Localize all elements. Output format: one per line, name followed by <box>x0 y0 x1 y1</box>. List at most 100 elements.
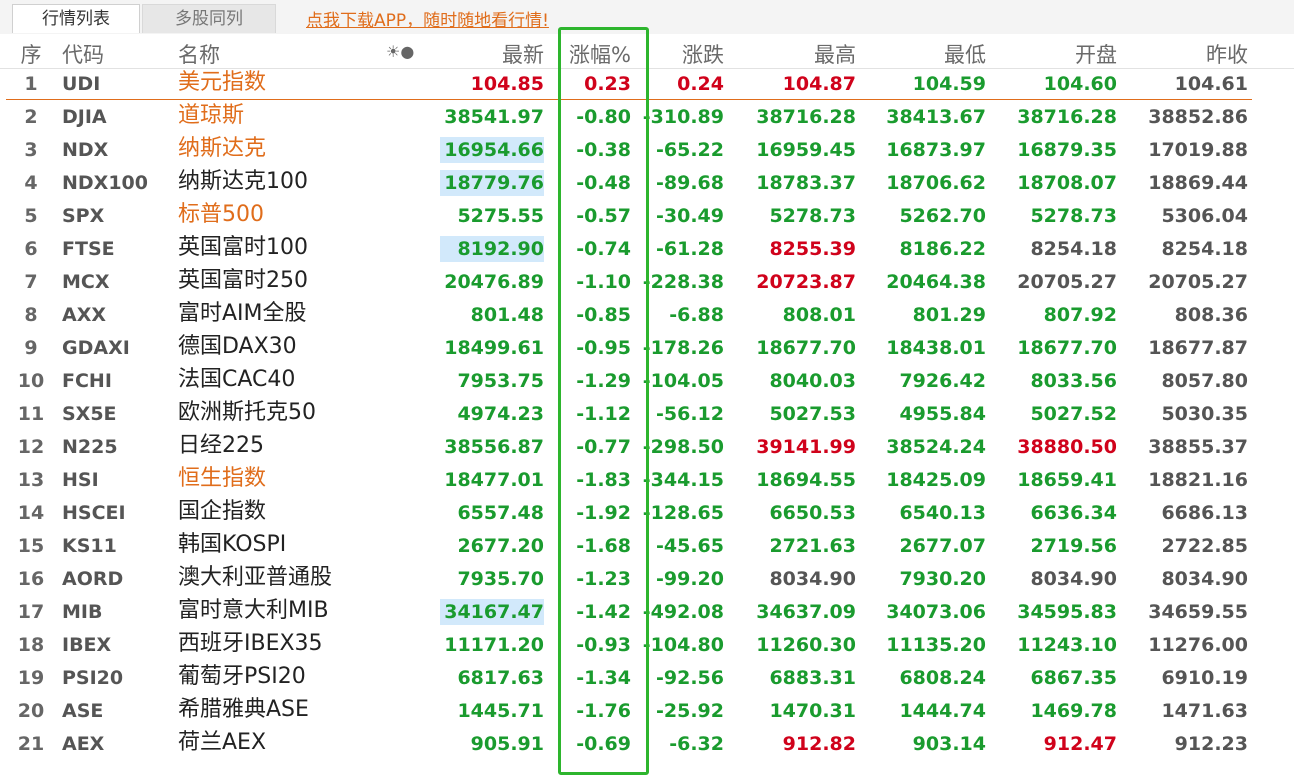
col-header-seq[interactable]: 序 <box>20 43 42 67</box>
cell-prev: 38855.37 <box>1148 436 1248 458</box>
cell-seq: 3 <box>24 139 38 161</box>
cell-last: 34167.47 <box>440 599 544 625</box>
cell-name: 德国DAX30 <box>178 334 297 359</box>
cell-seq: 15 <box>17 535 45 557</box>
cell-pct: -1.10 <box>576 271 631 293</box>
cell-low: 7926.42 <box>899 370 986 392</box>
cell-name: 英国富时250 <box>178 268 308 293</box>
cell-open: 18677.70 <box>1017 337 1117 359</box>
cell-high: 6650.53 <box>769 502 856 524</box>
cell-prev: 8034.90 <box>1161 568 1248 590</box>
col-header-prev[interactable]: 昨收 <box>1206 43 1248 67</box>
cell-chg: -61.28 <box>656 238 724 260</box>
table-row[interactable]: 2 DJIA 道琼斯 38541.97 -0.80 -310.89 38716.28 3841… <box>0 101 1294 134</box>
cell-low: 2677.07 <box>899 535 986 557</box>
cell-seq: 5 <box>24 205 38 227</box>
table-row[interactable]: 19 PSI20 葡萄牙PSI20 6817.63 -1.34 -92.56 6883.31… <box>0 662 1294 695</box>
cell-prev: 2722.85 <box>1161 535 1248 557</box>
cell-code: ASE <box>62 700 104 722</box>
col-header-last[interactable]: 最新 <box>502 43 544 67</box>
cell-prev: 912.23 <box>1174 733 1248 755</box>
cell-pct: -1.29 <box>576 370 631 392</box>
cell-high: 8034.90 <box>769 568 856 590</box>
table-row[interactable]: 18 IBEX 西班牙IBEX35 11171.20 -0.93 -104.80 11260… <box>0 629 1294 662</box>
table-row[interactable]: 10 FCHI 法国CAC40 7953.75 -1.29 -104.05 8040.03 7… <box>0 365 1294 398</box>
col-header-name[interactable]: 名称 <box>178 43 220 67</box>
cell-pct: -1.83 <box>576 469 631 491</box>
cell-low: 38413.67 <box>886 106 986 128</box>
cell-low: 6808.24 <box>899 667 986 689</box>
cell-chg: -492.08 <box>642 601 724 623</box>
cell-chg: -344.15 <box>642 469 724 491</box>
cell-code: IBEX <box>62 634 112 656</box>
cell-last: 4974.23 <box>457 403 544 425</box>
cell-chg: 0.24 <box>677 73 724 95</box>
cell-prev: 18821.16 <box>1148 469 1248 491</box>
cell-open: 5027.52 <box>1030 403 1117 425</box>
cell-last: 20476.89 <box>444 271 544 293</box>
cell-code: HSCEI <box>62 502 126 524</box>
cell-last: 5275.55 <box>457 205 544 227</box>
table-row[interactable]: 5 SPX 标普500 5275.55 -0.57 -30.49 5278.73 5262.7… <box>0 200 1294 233</box>
table-row[interactable]: 8 AXX 富时AIM全股 801.48 -0.85 -6.88 808.01 801.29 8… <box>0 299 1294 332</box>
cell-seq: 11 <box>17 403 45 425</box>
cell-open: 8033.56 <box>1030 370 1117 392</box>
table-row[interactable]: 13 HSI 恒生指数 18477.01 -1.83 -344.15 18694.55 184… <box>0 464 1294 497</box>
cell-last: 2677.20 <box>457 535 544 557</box>
cell-prev: 34659.55 <box>1148 601 1248 623</box>
cell-seq: 20 <box>17 700 45 722</box>
cell-pct: -1.68 <box>576 535 631 557</box>
cell-open: 6867.35 <box>1030 667 1117 689</box>
tab-quote-list[interactable]: 行情列表 <box>12 4 140 33</box>
tab-multi-stock[interactable]: 多股同列 <box>142 4 276 33</box>
cell-high: 6883.31 <box>769 667 856 689</box>
cell-name: 道琼斯 <box>178 103 245 128</box>
cell-seq: 8 <box>24 304 38 326</box>
col-header-high[interactable]: 最高 <box>814 43 856 67</box>
cell-last: 801.48 <box>470 304 544 326</box>
table-row[interactable]: 12 N225 日经225 38556.87 -0.77 -298.50 39141.99 3… <box>0 431 1294 464</box>
cell-name: 欧洲斯托克50 <box>178 400 316 425</box>
table-row[interactable]: 4 NDX100 纳斯达克100 18779.76 -0.48 -89.68 18783.3… <box>0 167 1294 200</box>
cell-open: 18708.07 <box>1017 172 1117 194</box>
cell-last: 38541.97 <box>444 106 544 128</box>
cell-prev: 18677.87 <box>1148 337 1248 359</box>
download-app-link[interactable]: 点我下载APP，随时随地看行情! <box>306 11 549 31</box>
table-row[interactable]: 17 MIB 富时意大利MIB 34167.47 -1.42 -492.08 34637.0… <box>0 596 1294 629</box>
cell-name: 韩国KOSPI <box>178 532 287 557</box>
cell-open: 1469.78 <box>1030 700 1117 722</box>
col-header-code[interactable]: 代码 <box>62 43 104 67</box>
table-row[interactable]: 14 HSCEI 国企指数 6557.48 -1.92 -128.65 6650.53 654… <box>0 497 1294 530</box>
table-row[interactable]: 16 AORD 澳大利亚普通股 7935.70 -1.23 -99.20 8034.90 79… <box>0 563 1294 596</box>
cell-high: 8255.39 <box>769 238 856 260</box>
cell-name: 国企指数 <box>178 499 267 524</box>
table-row[interactable]: 11 SX5E 欧洲斯托克50 4974.23 -1.12 -56.12 5027.53 49… <box>0 398 1294 431</box>
cell-high: 34637.09 <box>756 601 856 623</box>
table-row[interactable]: 7 MCX 英国富时250 20476.89 -1.10 -228.38 20723.87 2… <box>0 266 1294 299</box>
col-header-low[interactable]: 最低 <box>944 43 986 67</box>
table-row[interactable]: 3 NDX 纳斯达克 16954.66 -0.38 -65.22 16959.45 16873… <box>0 134 1294 167</box>
cell-last: 16954.66 <box>440 137 544 163</box>
table-row[interactable]: 9 GDAXI 德国DAX30 18499.61 -0.95 -178.26 18677.7… <box>0 332 1294 365</box>
cell-pct: -0.93 <box>576 634 631 656</box>
cell-low: 5262.70 <box>899 205 986 227</box>
cell-chg: -56.12 <box>656 403 724 425</box>
cell-open: 38880.50 <box>1017 436 1117 458</box>
table-row[interactable]: 1 UDI 美元指数 104.85 0.23 0.24 104.87 104.59 104.60… <box>0 68 1294 101</box>
table-row[interactable]: 15 KS11 韩国KOSPI 2677.20 -1.68 -45.65 2721.63 26… <box>0 530 1294 563</box>
cell-high: 16959.45 <box>756 139 856 161</box>
col-header-pct[interactable]: 涨幅% <box>569 43 631 67</box>
col-header-chg[interactable]: 涨跌 <box>682 43 724 67</box>
cell-open: 8034.90 <box>1030 568 1117 590</box>
cell-seq: 16 <box>17 568 45 590</box>
table-row[interactable]: 20 ASE 希腊雅典ASE 1445.71 -1.76 -25.92 1470.31 144… <box>0 695 1294 728</box>
cell-last: 38556.87 <box>444 436 544 458</box>
table-row[interactable]: 6 FTSE 英国富时100 8192.90 -0.74 -61.28 8255.39 818… <box>0 233 1294 266</box>
table-row[interactable]: 21 AEX 荷兰AEX 905.91 -0.69 -6.32 912.82 903.14 91… <box>0 728 1294 761</box>
settings-icon[interactable]: ☀● <box>386 42 415 61</box>
cell-chg: -6.32 <box>669 733 724 755</box>
cell-code: FCHI <box>62 370 112 392</box>
cell-open: 20705.27 <box>1017 271 1117 293</box>
col-header-open[interactable]: 开盘 <box>1075 43 1117 67</box>
cell-high: 5027.53 <box>769 403 856 425</box>
